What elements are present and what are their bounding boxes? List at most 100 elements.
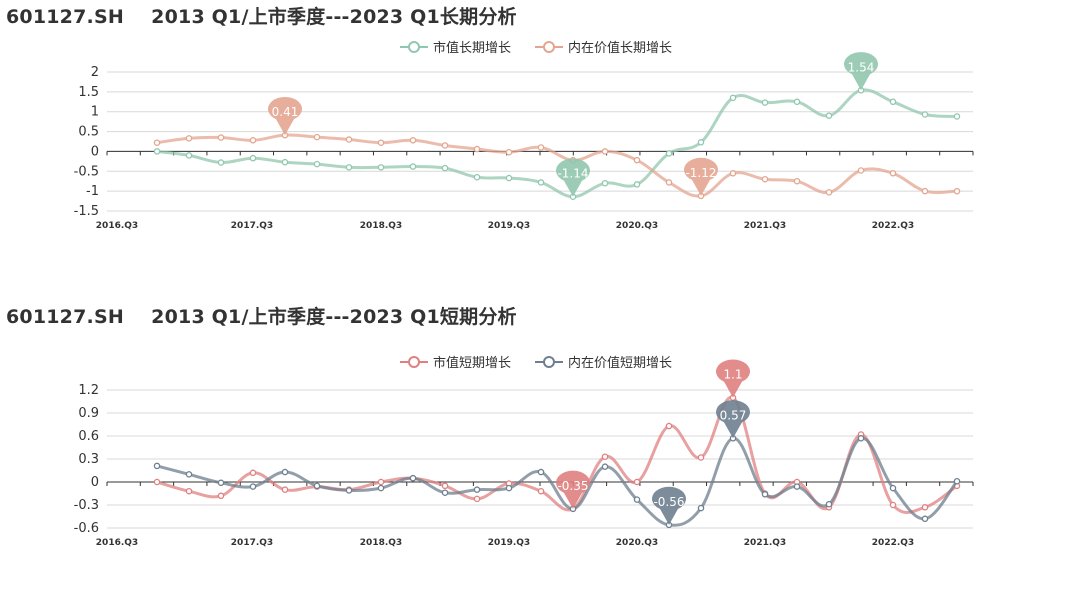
x-tick-label: 2018.Q3 [360, 221, 402, 231]
data-point[interactable] [281, 468, 289, 476]
data-point[interactable] [601, 453, 609, 460]
data-point[interactable] [441, 164, 449, 172]
data-point[interactable] [633, 156, 641, 164]
data-point[interactable] [505, 174, 513, 182]
data-point[interactable] [377, 164, 385, 171]
data-point[interactable] [217, 479, 225, 487]
data-point[interactable] [921, 515, 929, 523]
data-point[interactable] [697, 454, 705, 461]
legend-item[interactable]: 市值短期增长 [400, 355, 511, 371]
data-point[interactable] [793, 177, 801, 185]
data-point[interactable] [857, 167, 865, 174]
data-point[interactable] [473, 495, 481, 503]
data-point[interactable] [953, 113, 961, 120]
data-point[interactable] [473, 486, 481, 493]
data-point[interactable] [633, 496, 641, 503]
data-point[interactable] [793, 98, 801, 106]
marker-label: -1.14 [557, 167, 588, 181]
data-point[interactable] [697, 139, 705, 146]
data-point[interactable] [921, 187, 929, 195]
x-tick-label: 2019.Q3 [488, 221, 530, 231]
data-point[interactable] [921, 504, 929, 511]
data-point[interactable] [281, 486, 289, 493]
data-point[interactable] [441, 489, 449, 496]
data-point[interactable] [377, 139, 385, 146]
data-point[interactable] [153, 462, 161, 470]
data-point[interactable] [889, 501, 897, 509]
data-point[interactable] [441, 482, 449, 490]
data-point[interactable] [889, 484, 897, 492]
data-point[interactable] [377, 484, 385, 492]
data-point[interactable] [185, 487, 193, 495]
data-point[interactable] [665, 150, 673, 157]
data-point[interactable] [185, 135, 193, 142]
data-point[interactable] [345, 487, 353, 494]
data-point[interactable] [473, 173, 481, 181]
data-point[interactable] [345, 136, 353, 143]
data-point[interactable] [857, 435, 865, 442]
data-point[interactable] [505, 484, 513, 492]
data-point[interactable] [825, 112, 833, 119]
data-point[interactable] [825, 189, 833, 196]
data-point[interactable] [249, 469, 257, 477]
data-point[interactable] [185, 471, 193, 478]
data-point[interactable] [953, 187, 961, 195]
legend-marker [408, 356, 420, 368]
data-point[interactable] [505, 148, 513, 156]
short-term-chart-block: 601127.SH 2013 Q1/上市季度---2023 Q1短期分析 1.2… [0, 300, 1082, 601]
data-point[interactable] [153, 139, 161, 146]
data-point[interactable] [537, 144, 545, 151]
marker-label: 1.54 [848, 60, 875, 74]
data-point[interactable] [953, 477, 961, 485]
legend-item[interactable]: 内在价值长期增长 [535, 40, 672, 56]
data-point[interactable] [409, 137, 417, 144]
data-point[interactable] [377, 478, 385, 486]
data-point[interactable] [665, 422, 673, 430]
data-point[interactable] [825, 500, 833, 508]
data-point[interactable] [153, 148, 161, 155]
data-point[interactable] [601, 463, 609, 470]
data-point[interactable] [313, 482, 321, 490]
data-point[interactable] [345, 164, 353, 171]
data-point[interactable] [729, 170, 737, 177]
data-point[interactable] [217, 492, 225, 500]
data-point[interactable] [473, 145, 481, 153]
data-point[interactable] [761, 491, 769, 498]
data-point[interactable] [761, 175, 769, 183]
data-point[interactable] [889, 170, 897, 177]
y-tick-label: 0 [91, 475, 99, 490]
data-point[interactable] [409, 163, 417, 170]
data-point[interactable] [441, 142, 449, 149]
data-point[interactable] [217, 134, 225, 141]
data-point[interactable] [665, 179, 673, 186]
data-point[interactable] [249, 483, 257, 490]
data-point[interactable] [313, 133, 321, 141]
data-point[interactable] [537, 468, 545, 476]
data-point[interactable] [633, 181, 641, 188]
legend-item[interactable]: 内在价值短期增长 [535, 355, 672, 371]
data-point[interactable] [761, 99, 769, 106]
chart-title: 601127.SH 2013 Q1/上市季度---2023 Q1短期分析 [6, 306, 517, 328]
data-point[interactable] [601, 179, 609, 187]
data-point[interactable] [601, 148, 609, 155]
data-point[interactable] [537, 487, 545, 495]
data-point[interactable] [313, 160, 321, 168]
data-point[interactable] [793, 483, 801, 490]
y-tick-label: 0.5 [78, 125, 99, 140]
data-point[interactable] [633, 478, 641, 486]
value-marker-pin: -0.56 [652, 486, 686, 525]
legend-label: 内在价值长期增长 [568, 40, 672, 56]
legend-item[interactable]: 市值长期增长 [400, 40, 511, 56]
data-point[interactable] [249, 154, 257, 162]
data-point[interactable] [889, 98, 897, 106]
data-point[interactable] [697, 504, 705, 512]
data-point[interactable] [537, 179, 545, 186]
data-point[interactable] [281, 158, 289, 166]
data-point[interactable] [249, 137, 257, 144]
data-point[interactable] [921, 111, 929, 118]
data-point[interactable] [153, 478, 161, 486]
data-point[interactable] [217, 159, 225, 166]
data-point[interactable] [185, 152, 193, 159]
data-point[interactable] [729, 94, 737, 102]
data-point[interactable] [409, 474, 417, 482]
